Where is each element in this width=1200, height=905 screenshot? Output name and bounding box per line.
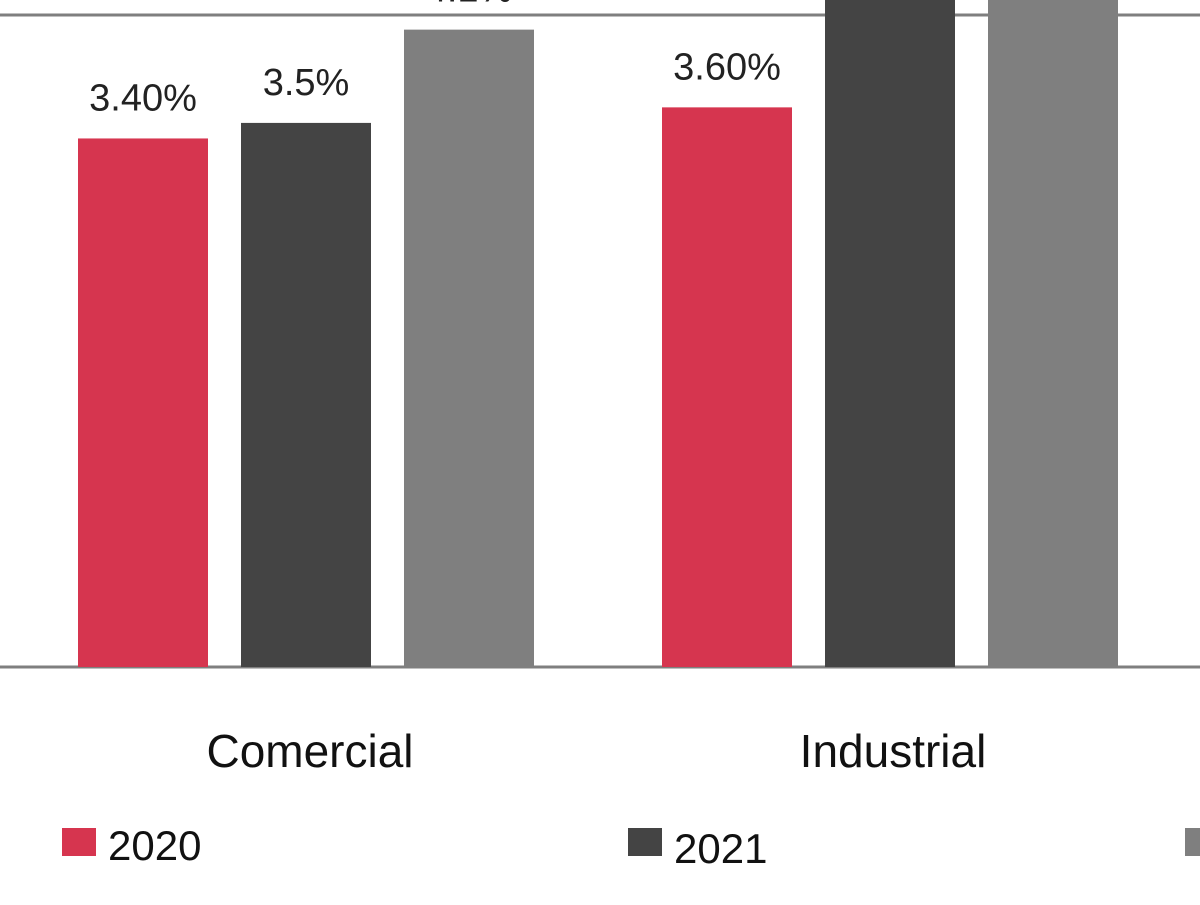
legend-label-series-1: 2020 — [108, 822, 201, 869]
category-labels-group: Comercial Industrial — [206, 725, 986, 777]
bar-industrial-series-3 — [988, 0, 1118, 668]
bar-industrial-series-2 — [825, 0, 955, 668]
category-label-comercial: Comercial — [206, 725, 413, 777]
data-label-comercial-series-2: 3.5% — [263, 62, 350, 104]
bar-comercial-series-1 — [78, 138, 208, 668]
bar-labels-group: 3.40%3.5%4.1%3.60%4.9%4.9% — [89, 0, 781, 119]
bar-industrial-series-1 — [662, 107, 792, 667]
legend: 2020 2021 — [62, 822, 1200, 872]
data-label-industrial-series-1: 3.60% — [673, 46, 781, 88]
bar-comercial-series-3 — [404, 29, 534, 668]
legend-swatch-series-1 — [62, 828, 96, 856]
legend-label-series-2: 2021 — [674, 825, 767, 872]
legend-swatch-series-3 — [1185, 828, 1200, 856]
bar-comercial-series-2 — [241, 122, 371, 668]
category-label-industrial: Industrial — [800, 725, 987, 777]
data-label-comercial-series-1: 3.40% — [89, 77, 197, 119]
legend-swatch-series-2 — [628, 828, 662, 856]
data-label-comercial-series-3: 4.1% — [426, 0, 513, 11]
bars-group — [78, 0, 1118, 668]
